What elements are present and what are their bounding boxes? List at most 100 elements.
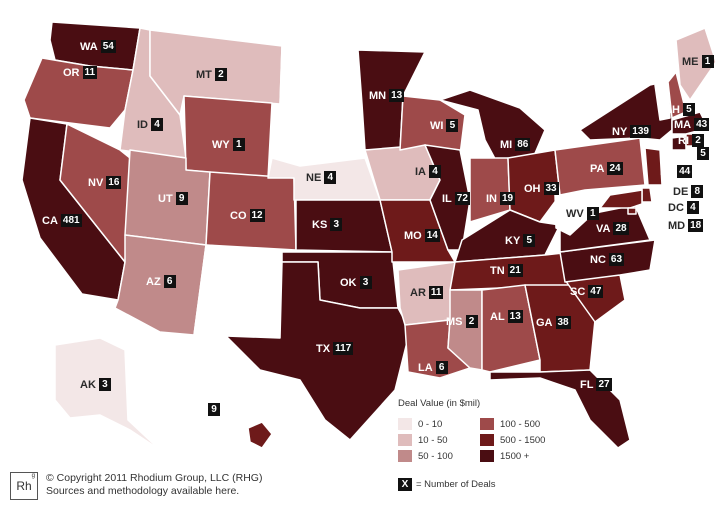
state-code: NV [88, 176, 104, 189]
legend: Deal Value (in $mil) 0 - 10 10 - 50 50 -… [398, 398, 588, 462]
state-code: DE [673, 185, 689, 198]
deals-key-label: = Number of Deals [416, 479, 496, 490]
state-code: MD [668, 219, 686, 232]
state-WY[interactable] [183, 95, 273, 179]
state-DC[interactable] [627, 207, 637, 215]
legend-swatch [480, 418, 494, 430]
label-AL: AL 13 [490, 310, 523, 323]
state-code: UT [158, 192, 173, 205]
state-code: WI [430, 119, 444, 132]
state-IN[interactable] [469, 157, 511, 223]
state-AK[interactable] [54, 337, 161, 451]
state-SD[interactable] [271, 103, 366, 167]
state-code: AR [410, 286, 426, 299]
state-code: MI [500, 138, 513, 151]
state-HI[interactable] [247, 421, 273, 449]
deal-count: 1 [586, 207, 599, 220]
state-code: NE [306, 171, 322, 184]
label-IN: IN 19 [486, 192, 516, 205]
label-WI: WI 5 [430, 119, 459, 132]
label-KY: KY 5 [505, 234, 536, 247]
label-MN: MN 13 [369, 89, 405, 102]
label-DE: DE 8 [673, 185, 704, 198]
state-code: WY [212, 138, 230, 151]
state-code: WV [566, 207, 584, 220]
deal-count: 6 [163, 275, 176, 288]
state-code: AZ [146, 275, 161, 288]
deal-count: 33 [543, 182, 559, 195]
state-FL[interactable] [489, 369, 631, 449]
state-code: MO [404, 229, 422, 242]
deal-count: 86 [515, 138, 531, 151]
state-code: FL [580, 378, 594, 391]
state-AL[interactable] [481, 284, 541, 373]
deal-count: 44 [677, 165, 693, 178]
state-code: NJ [660, 165, 675, 178]
state-code: IA [415, 165, 426, 178]
label-OR: OR 11 [63, 66, 98, 79]
state-code: MN [369, 89, 387, 102]
legend-label: 500 - 1500 [500, 434, 546, 446]
state-code: MT [196, 68, 212, 81]
state-VT[interactable] [654, 81, 671, 121]
deal-count: 63 [608, 253, 625, 266]
label-NV: NV 16 [88, 176, 122, 189]
state-code: OK [340, 276, 357, 289]
state-PA[interactable] [554, 137, 646, 196]
sources-link[interactable]: Sources and methodology available here. [46, 485, 240, 497]
deals-key-symbol: X [398, 478, 412, 491]
state-code: KY [505, 234, 521, 247]
state-code: CO [230, 209, 247, 222]
state-TX[interactable] [225, 261, 411, 441]
deal-count: 2 [214, 68, 227, 81]
label-OK: OK 3 [340, 276, 372, 289]
deal-count: 43 [694, 118, 710, 131]
label-MA: MA 43 [674, 118, 710, 131]
label-AR: AR 11 [410, 286, 444, 299]
deal-count: 3 [98, 378, 111, 391]
state-code: NC [590, 253, 606, 266]
state-ME[interactable] [675, 27, 717, 101]
deal-count: 8 [691, 185, 704, 198]
deal-count: 481 [60, 214, 82, 227]
label-NH: NH 5 [664, 103, 695, 116]
label-NC: NC 63 [590, 253, 625, 266]
copyright-text: © Copyright 2011 Rhodium Group, LLC (RHG… [46, 472, 263, 484]
deal-count: 4 [429, 165, 441, 178]
state-KS[interactable] [295, 199, 393, 253]
legend-label: 50 - 100 [418, 450, 453, 462]
label-NY: NY 139 [612, 125, 651, 138]
state-CT[interactable] [671, 135, 687, 151]
label-TX: TX 117 [316, 342, 354, 355]
deal-count: 117 [333, 342, 354, 355]
label-NE: NE 4 [306, 171, 337, 184]
state-code: LA [418, 361, 433, 374]
deal-count: 27 [596, 378, 612, 391]
state-code: TN [490, 264, 505, 277]
legend-item: 100 - 500 [480, 418, 540, 430]
state-NM[interactable] [193, 244, 283, 339]
deal-count: 4 [324, 171, 337, 184]
state-ND[interactable] [279, 45, 363, 105]
legend-label: 1500 + [500, 450, 530, 462]
state-code: NH [664, 103, 680, 116]
state-DE[interactable] [641, 187, 653, 203]
legend-swatch [398, 418, 412, 430]
deal-count: 5 [697, 147, 709, 160]
state-code: ID [137, 118, 148, 131]
state-NJ[interactable] [644, 147, 663, 186]
state-MD[interactable] [599, 189, 643, 209]
deal-count: 28 [613, 222, 629, 235]
label-NJ: NJ 44 [660, 165, 693, 178]
state-code: IL [442, 192, 452, 205]
deal-count: 38 [555, 316, 571, 329]
state-code: CA [42, 214, 58, 227]
legend-label: 100 - 500 [500, 418, 541, 430]
deal-count: 11 [82, 66, 98, 79]
label-SC: SC 47 [570, 285, 604, 298]
footer: Rh g © Copyright 2011 Rhodium Group, LLC … [10, 472, 262, 500]
deal-count: 6 [435, 361, 448, 374]
deal-count: 2 [465, 315, 478, 328]
label-HI: 9 [208, 403, 220, 416]
deal-count: 13 [389, 89, 405, 102]
